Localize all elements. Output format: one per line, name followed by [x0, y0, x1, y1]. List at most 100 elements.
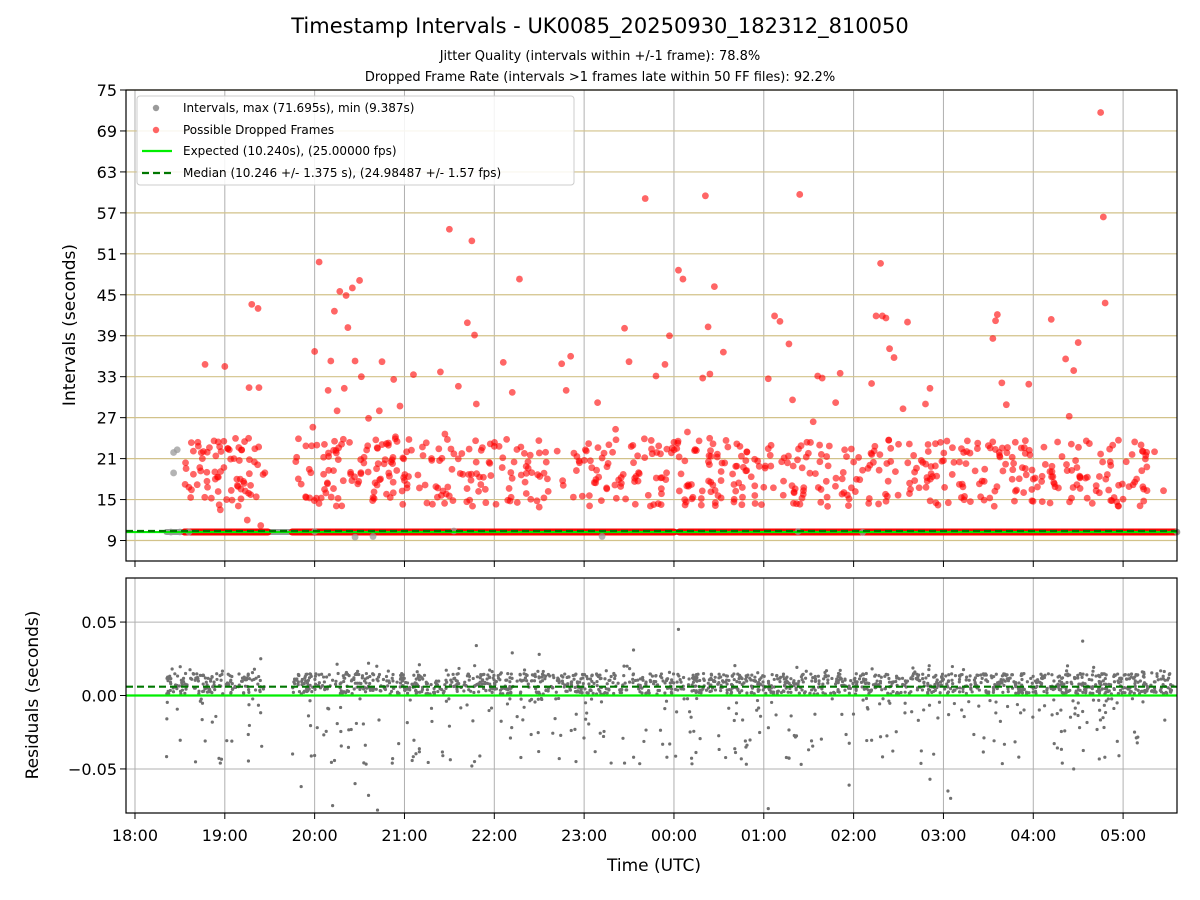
residual-point — [878, 702, 882, 706]
dropped-frame-point — [346, 439, 353, 446]
dropped-frame-point — [943, 437, 951, 445]
dropped-frame-point — [812, 470, 819, 477]
residual-point — [451, 672, 455, 676]
dropped-frame-point — [1038, 472, 1046, 480]
dropped-frame-point — [463, 485, 471, 492]
residual-point — [362, 679, 367, 683]
residual-point — [1083, 682, 1087, 686]
residual-point — [1103, 676, 1107, 681]
dropped-frame-point — [211, 468, 219, 476]
residual-point — [778, 680, 782, 684]
dropped-frame-point — [187, 494, 195, 501]
dropped-frame-point — [711, 486, 719, 494]
dropped-frame-point — [713, 450, 721, 458]
residual-point — [559, 733, 563, 737]
residual-point — [425, 681, 429, 686]
residual-point — [457, 666, 461, 671]
residual-point — [317, 673, 321, 677]
dropped-frame-point — [761, 464, 769, 472]
residual-point — [685, 697, 690, 701]
residual-point — [518, 673, 522, 677]
residual-point — [375, 808, 380, 812]
residual-point — [984, 673, 988, 677]
residual-point — [412, 673, 416, 677]
residual-point — [1112, 686, 1116, 691]
dropped-frame-point — [443, 436, 451, 443]
residual-point — [478, 754, 482, 758]
residual-point — [1031, 715, 1035, 719]
residual-point — [445, 680, 449, 684]
residual-point — [405, 681, 410, 685]
residual-point — [813, 677, 818, 681]
residual-point — [612, 673, 616, 677]
dropped-frame-point — [824, 502, 832, 510]
residual-point — [314, 672, 318, 676]
residual-point — [306, 678, 311, 682]
dropped-frame-point — [1131, 438, 1139, 446]
residual-point — [327, 707, 331, 711]
residual-point — [838, 668, 842, 672]
dropped-frame-point — [818, 374, 826, 382]
dropped-frame-point — [201, 493, 209, 501]
residual-point — [415, 670, 419, 674]
residual-point — [556, 676, 560, 680]
residual-point — [1019, 673, 1023, 678]
residual-point — [919, 761, 923, 765]
dropped-frame-point — [747, 473, 755, 481]
residual-point — [313, 682, 318, 686]
dropped-frame-point — [373, 444, 381, 452]
residual-point — [623, 681, 627, 685]
residual-point — [964, 691, 968, 696]
residual-point — [1076, 713, 1080, 718]
residual-point — [1024, 690, 1029, 694]
residual-point — [1091, 698, 1096, 702]
residual-point — [480, 679, 484, 683]
residual-point — [1000, 674, 1004, 678]
dropped-frame-point — [841, 446, 849, 454]
dropped-frame-point — [477, 446, 485, 454]
dropped-frame-point — [1063, 461, 1070, 468]
residual-point — [573, 727, 577, 731]
dropped-frame-point — [1062, 355, 1070, 363]
dropped-frame-point — [454, 455, 462, 463]
dropped-frame-point — [658, 474, 666, 482]
residual-point — [330, 678, 335, 682]
residual-point — [855, 680, 859, 684]
residual-point — [996, 682, 1000, 686]
residual-point — [947, 673, 951, 677]
residual-point — [452, 677, 456, 681]
residual-point — [171, 690, 176, 694]
residual-point — [1090, 673, 1095, 677]
residual-point — [887, 680, 892, 684]
residual-point — [1104, 699, 1108, 703]
top-y-tick-label: 9 — [107, 532, 117, 551]
residual-point — [702, 678, 706, 683]
residual-point — [574, 672, 578, 676]
dropped-frame-point — [732, 462, 740, 470]
residual-point — [443, 683, 447, 687]
interval-point — [598, 533, 606, 540]
residual-point — [237, 672, 241, 676]
residual-point — [219, 678, 223, 682]
dropped-frame-point — [631, 478, 638, 485]
dropped-frame-point — [482, 499, 490, 507]
residual-point — [1102, 672, 1106, 676]
residual-point — [1022, 708, 1026, 712]
dropped-frame-point — [1119, 495, 1127, 503]
residual-point — [1098, 689, 1102, 693]
residual-point — [809, 672, 813, 676]
bottom-x-tick-label: 18:00 — [112, 826, 158, 845]
residual-point — [250, 670, 255, 675]
residual-point — [304, 679, 308, 683]
residual-point — [1006, 687, 1010, 691]
dropped-frame-point — [721, 459, 729, 467]
residual-point — [792, 684, 796, 688]
dropped-frame-point — [393, 438, 401, 445]
residual-point — [1065, 669, 1069, 673]
dropped-frame-point — [661, 361, 669, 368]
dropped-frame-point — [456, 470, 464, 477]
residual-point — [1113, 673, 1117, 677]
residual-point — [830, 697, 834, 701]
bottom-x-tick-label: 05:00 — [1100, 826, 1146, 845]
residual-point — [709, 672, 713, 676]
